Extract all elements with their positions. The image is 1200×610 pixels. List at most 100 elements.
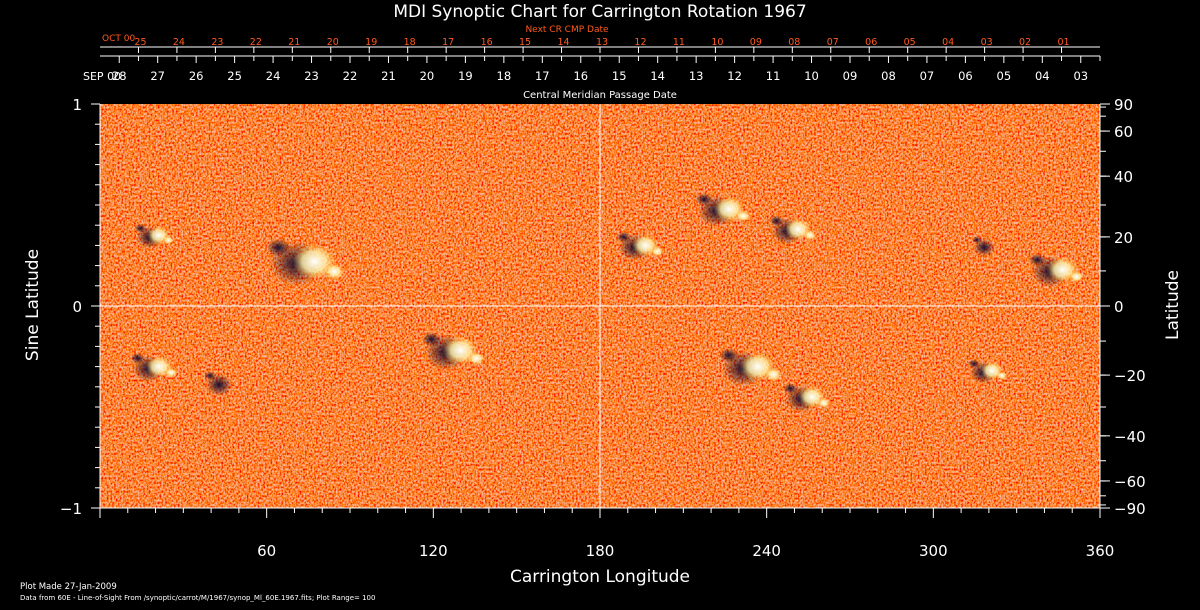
next-cr-date-label: 15: [519, 37, 531, 48]
y-axis-title-right: Latitude: [1163, 270, 1183, 340]
next-cr-date-label: 08: [788, 37, 800, 48]
next-cr-date-label: 22: [250, 37, 262, 48]
cmp-date-label: 18: [497, 69, 512, 83]
region-positive-flux: [165, 367, 178, 378]
cmp-date-label: 13: [689, 69, 704, 83]
cmp-start-label: SEP 00: [83, 70, 121, 83]
region-negative-flux: [783, 383, 798, 394]
active-region: [769, 215, 817, 245]
region-negative-flux: [421, 332, 442, 347]
next-cr-date-label: 11: [673, 37, 685, 48]
magnetogram-map: [100, 104, 1100, 508]
cmp-date-label: 10: [804, 69, 819, 83]
x-tick-label: 240: [752, 542, 781, 560]
region-negative-flux: [769, 215, 784, 227]
y-tick-label-right: −20: [1114, 367, 1146, 385]
next-cr-date-label: 09: [750, 37, 762, 48]
region-negative-flux: [204, 371, 216, 381]
cmp-date-label: 12: [727, 69, 742, 83]
region-positive-flux: [804, 230, 817, 241]
cmp-date-label: 07: [920, 69, 935, 83]
next-cr-date-label: 20: [327, 37, 339, 48]
x-tick-label: 300: [919, 542, 948, 560]
cmp-date-label: 03: [1073, 69, 1088, 83]
cmp-date-label: 25: [227, 69, 242, 83]
y-tick-label-right: 40: [1114, 168, 1133, 186]
y-tick-label-right: 90: [1114, 96, 1133, 114]
cmp-date-label: 16: [573, 69, 588, 83]
next-cr-date-label: 12: [634, 37, 646, 48]
next-cr-date-label: 17: [442, 37, 454, 48]
next-cr-date-label: 13: [596, 37, 608, 48]
next-cr-axis-label: Next CR CMP Date: [525, 25, 609, 35]
region-positive-flux: [324, 263, 345, 280]
next-cr-date-label: 19: [365, 37, 377, 48]
active-region: [967, 359, 1007, 384]
next-cr-date-label: 04: [942, 37, 954, 48]
active-region: [134, 223, 174, 249]
next-cr-date-label: 10: [711, 37, 723, 48]
next-cr-date-label: 14: [557, 37, 569, 48]
data-source-note: Data from 60E - Line-of-Sight From /syno…: [20, 594, 375, 602]
region-negative-flux: [134, 223, 147, 233]
cmp-date-label: 17: [535, 69, 550, 83]
y-tick-label-left: 0: [72, 298, 82, 316]
region-negative-flux: [616, 231, 631, 243]
region-positive-flux: [765, 368, 782, 381]
cmp-date-label: 28: [112, 69, 127, 83]
y-axis-title-left: Sine Latitude: [23, 249, 43, 361]
region-positive-flux: [1069, 271, 1084, 283]
cmp-date-label: 19: [458, 69, 473, 83]
next-cr-date-label: 18: [404, 37, 416, 48]
active-region: [783, 383, 830, 413]
x-tick-label: 60: [257, 542, 276, 560]
cmp-date-label: 11: [766, 69, 781, 83]
region-positive-flux: [468, 352, 485, 365]
next-cr-date-label: 01: [1057, 37, 1069, 48]
x-tick-label: 180: [586, 542, 615, 560]
cmp-date-label: 23: [304, 69, 319, 83]
cmp-date-label: 20: [420, 69, 435, 83]
region-positive-flux: [163, 236, 174, 245]
axes: 60 120 180 240 300 360 1 0 −1 90 60 40 20 0 −20 −40 −60 −…: [60, 96, 1146, 560]
cmp-date-axis: 28 27 26 25 24 23 22 21 20 19 18 17 16 15 14 13 12 11 10 09…: [100, 55, 1101, 83]
region-negative-flux: [967, 359, 980, 369]
active-region: [204, 371, 232, 396]
next-cr-date-label: 02: [1019, 37, 1031, 48]
next-cr-date-label: 23: [211, 37, 223, 48]
region-negative-flux: [719, 348, 739, 363]
next-cr-date-label: 06: [865, 37, 877, 48]
region-negative-flux: [1028, 253, 1046, 267]
next-cr-date-label: 25: [134, 37, 146, 48]
region-positive-flux: [736, 210, 751, 222]
active-region: [695, 192, 751, 227]
cmp-date-label: 21: [381, 69, 396, 83]
region-negative-flux: [266, 238, 291, 257]
active-region: [719, 348, 782, 387]
cmp-date-label: 14: [650, 69, 665, 83]
y-tick-label-right: 60: [1114, 123, 1133, 141]
y-tick-label-left: 1: [72, 96, 82, 114]
next-cr-date-label: 21: [288, 37, 300, 48]
cmp-date-label: 06: [958, 69, 973, 83]
cmp-date-label: 05: [997, 69, 1012, 83]
cmp-date-label: 09: [843, 69, 858, 83]
y-tick-label-right: 20: [1114, 229, 1133, 247]
next-cr-date-label: 24: [173, 37, 185, 48]
y-tick-label-right: −60: [1114, 473, 1146, 491]
y-tick-label-right: −40: [1114, 428, 1146, 446]
cmp-date-label: 27: [150, 69, 165, 83]
active-region: [616, 231, 664, 261]
cmp-axis-label: Central Meridian Passage Date: [523, 90, 677, 101]
cmp-date-label: 15: [612, 69, 627, 83]
active-region: [130, 352, 178, 382]
y-tick-label-right: −90: [1114, 500, 1146, 518]
next-cr-axis: 25 24 23 22 21 20 19 18 17 16 15 14 13 12 11 10 09 08 07 06…: [100, 37, 1100, 53]
next-cr-date-label: 07: [827, 37, 839, 48]
cmp-date-label: 24: [266, 69, 281, 83]
cmp-date-label: 04: [1035, 69, 1050, 83]
active-region: [972, 236, 995, 257]
active-region: [266, 238, 345, 286]
region-positive-flux: [817, 398, 830, 408]
